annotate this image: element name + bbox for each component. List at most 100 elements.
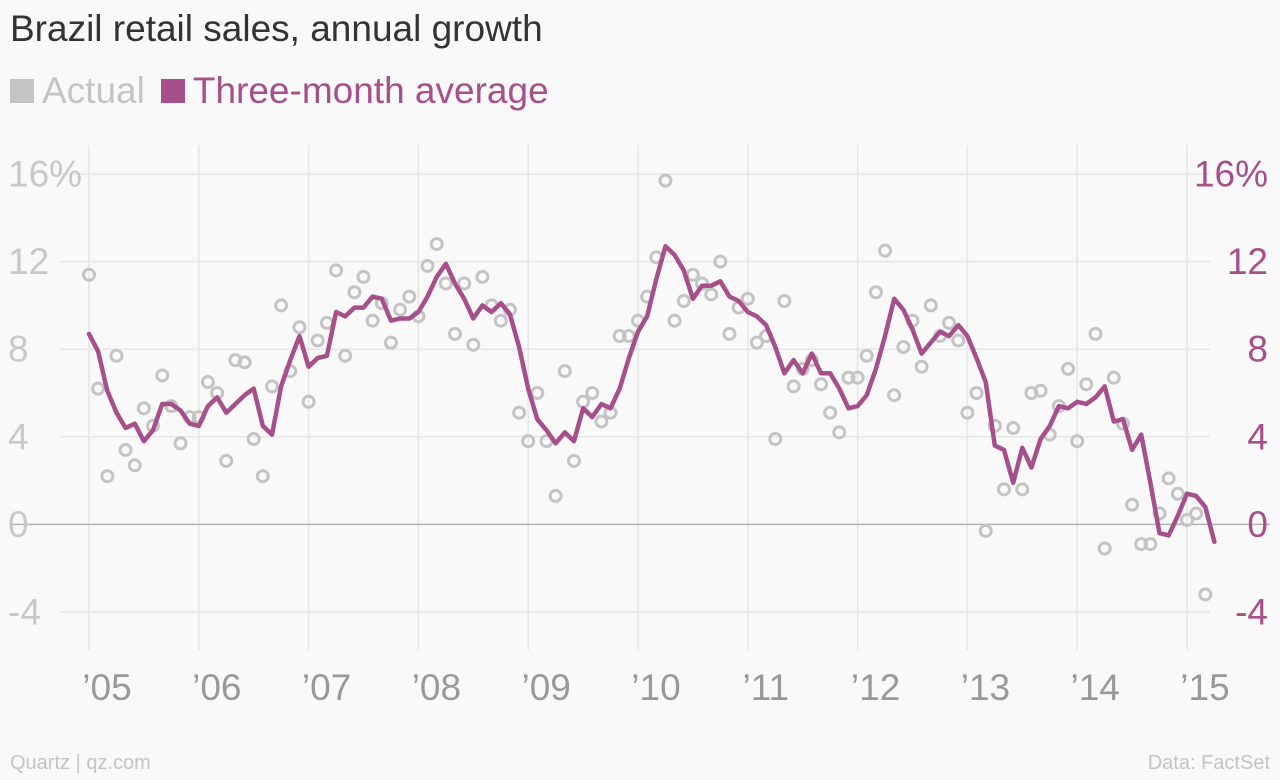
actual-point: [237, 355, 252, 370]
actual-point: [658, 173, 673, 188]
actual-point: [1170, 486, 1185, 501]
actual-point: [475, 269, 490, 284]
actual-point: [667, 313, 682, 328]
actual-point: [704, 287, 719, 302]
actual-point: [219, 453, 234, 468]
actual-point: [429, 237, 444, 252]
actual-point: [383, 335, 398, 350]
y-tick-label-left: 8: [8, 329, 29, 370]
y-tick-label-right: 4: [1247, 416, 1268, 457]
average-line: [86, 244, 1217, 545]
y-tick-label-left: 0: [8, 504, 29, 545]
actual-point: [850, 370, 865, 385]
x-tick-label: ’08: [412, 667, 461, 708]
actual-point: [896, 340, 911, 355]
footer-source: Quartz | qz.com: [10, 752, 151, 774]
actual-point: [585, 386, 600, 400]
y-tick-label-right: 12: [1227, 241, 1268, 282]
actual-point: [402, 289, 417, 304]
x-tick-label: ’10: [631, 667, 680, 708]
x-tick-label: ’14: [1071, 667, 1120, 708]
actual-point: [566, 453, 581, 468]
chart-title: Brazil retail sales, annual growth: [10, 8, 543, 49]
actual-point: [1079, 377, 1094, 392]
x-tick-label: ’12: [851, 667, 900, 708]
actual-point: [127, 458, 142, 473]
actual-point: [914, 359, 929, 374]
actual-point: [1061, 361, 1076, 376]
x-tick-label: ’07: [302, 667, 351, 708]
actual-point: [109, 348, 124, 363]
actual-point: [923, 298, 938, 313]
y-tick-label-left: -4: [8, 592, 41, 633]
actual-point: [576, 394, 591, 409]
actual-point: [292, 320, 307, 335]
legend-swatch-average: [160, 79, 185, 103]
x-tick-label: ’13: [961, 667, 1010, 708]
actual-point: [676, 294, 691, 309]
actual-point: [329, 263, 344, 278]
actual-point: [100, 469, 115, 484]
actual-point: [255, 469, 270, 484]
actual-point: [713, 254, 728, 269]
actual-point: [548, 488, 563, 503]
actual-point: [814, 377, 829, 392]
legend-swatch-actual: [10, 79, 34, 103]
y-tick-label-right: 0: [1247, 504, 1268, 545]
actual-point: [960, 405, 975, 420]
actual-point: [1006, 421, 1021, 436]
actual-point: [1033, 383, 1048, 398]
x-tick-label: ’05: [82, 667, 131, 708]
actual-point: [951, 333, 966, 348]
actual-point: [136, 401, 151, 416]
actual-point: [1161, 471, 1176, 486]
actual-point: [722, 326, 737, 341]
actual-point: [823, 405, 838, 420]
actual-point: [530, 386, 545, 400]
actual-point: [91, 381, 106, 396]
actual-point: [1106, 370, 1121, 385]
actual-point: [457, 276, 472, 291]
actual-point: [420, 258, 435, 273]
x-tick-label: ’09: [522, 667, 571, 708]
actual-point: [393, 302, 408, 317]
actual-point: [1134, 537, 1149, 552]
actual-point: [841, 370, 856, 385]
actual-point: [347, 285, 362, 300]
actual-point: [301, 394, 316, 409]
actual-point: [594, 414, 609, 429]
actual-point: [1198, 587, 1213, 602]
actual-point: [1088, 326, 1103, 341]
actual-point: [685, 267, 700, 282]
y-tick-label-right: 16%: [1194, 154, 1268, 195]
y-tick-label-left: 12: [8, 241, 49, 282]
actual-point: [155, 368, 170, 383]
actual-point: [438, 276, 453, 291]
actual-point: [887, 388, 902, 403]
actual-point: [246, 431, 261, 446]
actual-point: [265, 379, 280, 394]
actual-point: [969, 386, 984, 400]
actual-point: [447, 326, 462, 341]
actual-point: [878, 243, 893, 258]
legend-item-actual: Actual: [10, 70, 145, 112]
actual-point: [832, 425, 847, 440]
actual-point: [1097, 541, 1112, 556]
actual-point: [978, 523, 993, 538]
actual-point: [1125, 497, 1140, 512]
y-tick-label-right: 8: [1247, 329, 1268, 370]
grid-layer: [10, 145, 1270, 650]
actual-point: [786, 379, 801, 394]
actual-point: [749, 335, 764, 350]
actual-point: [740, 291, 755, 306]
legend-label-actual: Actual: [42, 70, 145, 111]
axis-layer: 16% 12 8 4 0 -4 16% 12 8 4 0 -4 ’05 ’06 ’07 ’08 ’09 ’10 ’1…: [8, 154, 1268, 709]
actual-point: [768, 431, 783, 446]
actual-point: [274, 298, 289, 313]
actual-point: [173, 436, 188, 451]
actual-point: [1189, 506, 1204, 521]
actual-point: [557, 364, 572, 379]
legend-label-average: Three-month average: [192, 70, 549, 111]
actual-point: [1070, 434, 1085, 449]
